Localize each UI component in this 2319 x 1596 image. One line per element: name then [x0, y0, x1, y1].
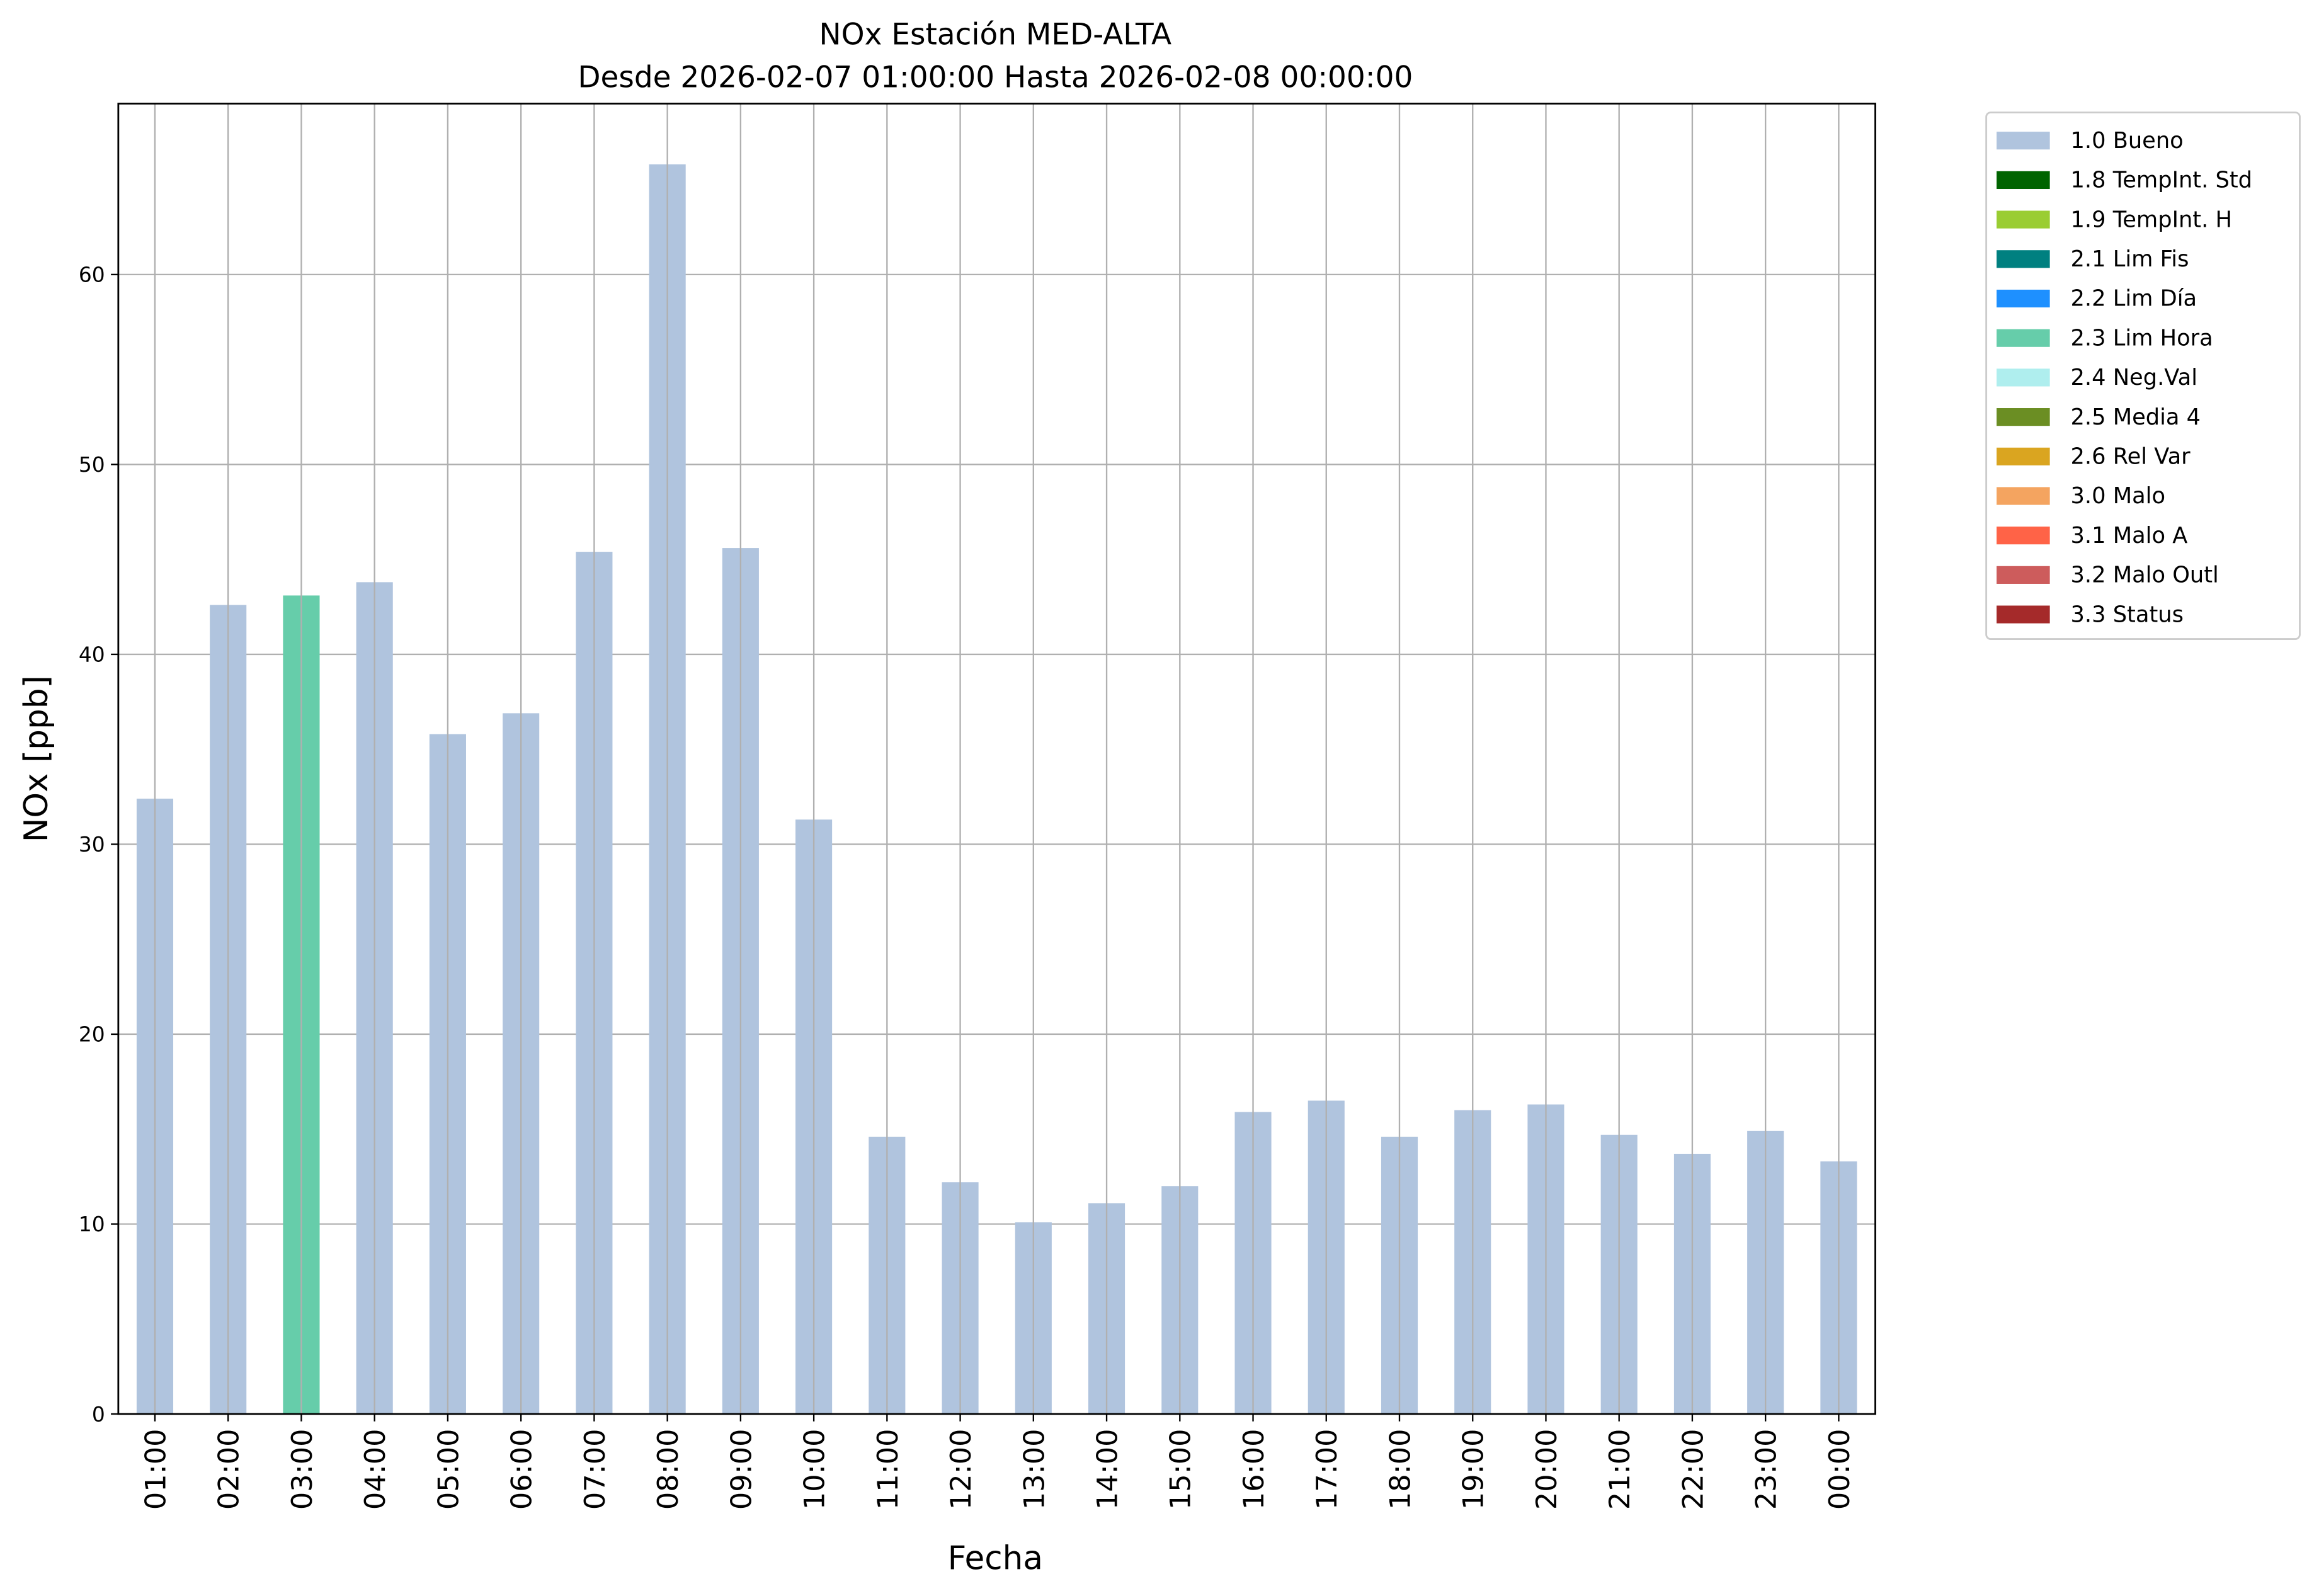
legend-label: 3.3 Status: [2071, 601, 2184, 627]
legend-label: 2.2 Lim Día: [2071, 286, 2197, 312]
legend-label: 1.9 TempInt. H: [2071, 207, 2232, 232]
y-tick-label: 30: [79, 832, 105, 857]
y-tick-label: 20: [79, 1022, 105, 1047]
legend-swatch: [1997, 171, 2050, 190]
x-tick-label: 11:00: [872, 1429, 904, 1510]
x-tick-label: 15:00: [1165, 1429, 1197, 1510]
x-tick-label: 18:00: [1384, 1429, 1416, 1510]
y-axis-label: NOx [ppb]: [18, 675, 55, 842]
legend-frame: [1985, 111, 2301, 640]
grid: [118, 273, 1876, 1225]
x-axis-label: Fecha: [948, 1540, 1043, 1578]
plot-frame: [117, 103, 1876, 1415]
y-tick-label: 0: [92, 1402, 105, 1427]
x-tick-label: 07:00: [579, 1429, 612, 1510]
x-tick-label: 05:00: [432, 1429, 465, 1510]
x-tick-label: 02:00: [213, 1429, 246, 1510]
x-tick-label: 00:00: [1823, 1429, 1856, 1510]
legend-label: 2.4 Neg.Val: [2071, 365, 2198, 390]
x-tick-label: 16:00: [1238, 1429, 1270, 1510]
x-tick-label: 06:00: [506, 1429, 538, 1510]
x-tick-label: 09:00: [725, 1429, 758, 1510]
x-tick-label: 08:00: [652, 1429, 685, 1510]
legend-swatch: [1997, 408, 2050, 426]
y-ticks: 0 10 20 30 40 50 60: [79, 263, 118, 1427]
x-tick-label: 23:00: [1750, 1429, 1783, 1510]
y-tick-label: 60: [79, 263, 105, 287]
x-ticks: 01:00 02:00 03:00 04:00 05:00 06:00 07:00 08:00…: [139, 1414, 1856, 1510]
legend-label: 1.0 Bueno: [2071, 128, 2184, 154]
legend-swatch: [1997, 329, 2050, 347]
legend-label: 3.1 Malo A: [2071, 523, 2188, 549]
legend-label: 3.0 Malo: [2071, 483, 2166, 509]
legend-swatch: [1997, 447, 2050, 465]
legend-swatch: [1997, 289, 2050, 308]
x-tick-label: 10:00: [799, 1429, 831, 1510]
legend-swatch: [1997, 566, 2050, 584]
y-tick-label: 50: [79, 452, 105, 477]
x-tick-label: 12:00: [945, 1429, 977, 1510]
x-tick-label: 20:00: [1530, 1429, 1563, 1510]
legend-label: 1.8 TempInt. Std: [2071, 168, 2252, 193]
legend-swatch: [1997, 210, 2050, 229]
legend-swatch: [1997, 527, 2050, 545]
x-tick-label: 04:00: [359, 1429, 392, 1510]
x-tick-label: 13:00: [1018, 1429, 1051, 1510]
legend-swatch: [1997, 487, 2050, 505]
x-tick-label: 19:00: [1457, 1429, 1490, 1510]
x-tick-label: 01:00: [139, 1429, 172, 1510]
y-tick-label: 40: [79, 642, 105, 667]
y-tick-label: 10: [79, 1212, 105, 1236]
legend-label: 2.3 Lim Hora: [2071, 325, 2213, 351]
x-tick-label: 17:00: [1311, 1429, 1343, 1510]
legend-label: 2.6 Rel Var: [2071, 444, 2191, 470]
x-tick-label: 14:00: [1091, 1429, 1124, 1510]
legend: 1.0 Bueno 1.8 TempInt. Std 1.9 TempInt. H 2…: [1985, 111, 2301, 640]
chart-subtitle: Desde 2026-02-07 01:00:00 Hasta 2026-02-…: [578, 60, 1413, 95]
chart-title: NOx Estación MED-ALTA: [819, 18, 1172, 52]
bars: [136, 164, 1857, 1415]
legend-label: 3.2 Malo Outl: [2071, 562, 2219, 588]
x-tick-label: 22:00: [1677, 1429, 1709, 1510]
legend-swatch: [1997, 132, 2050, 150]
legend-swatch: [1997, 368, 2050, 387]
legend-swatch: [1997, 605, 2050, 624]
legend-label: 2.5 Media 4: [2071, 404, 2201, 430]
x-tick-label: 21:00: [1604, 1429, 1636, 1510]
x-tick-label: 03:00: [286, 1429, 319, 1510]
legend-label: 2.1 Lim Fis: [2071, 246, 2189, 272]
vertical-grid: [154, 103, 1840, 1415]
legend-swatch: [1997, 250, 2050, 268]
